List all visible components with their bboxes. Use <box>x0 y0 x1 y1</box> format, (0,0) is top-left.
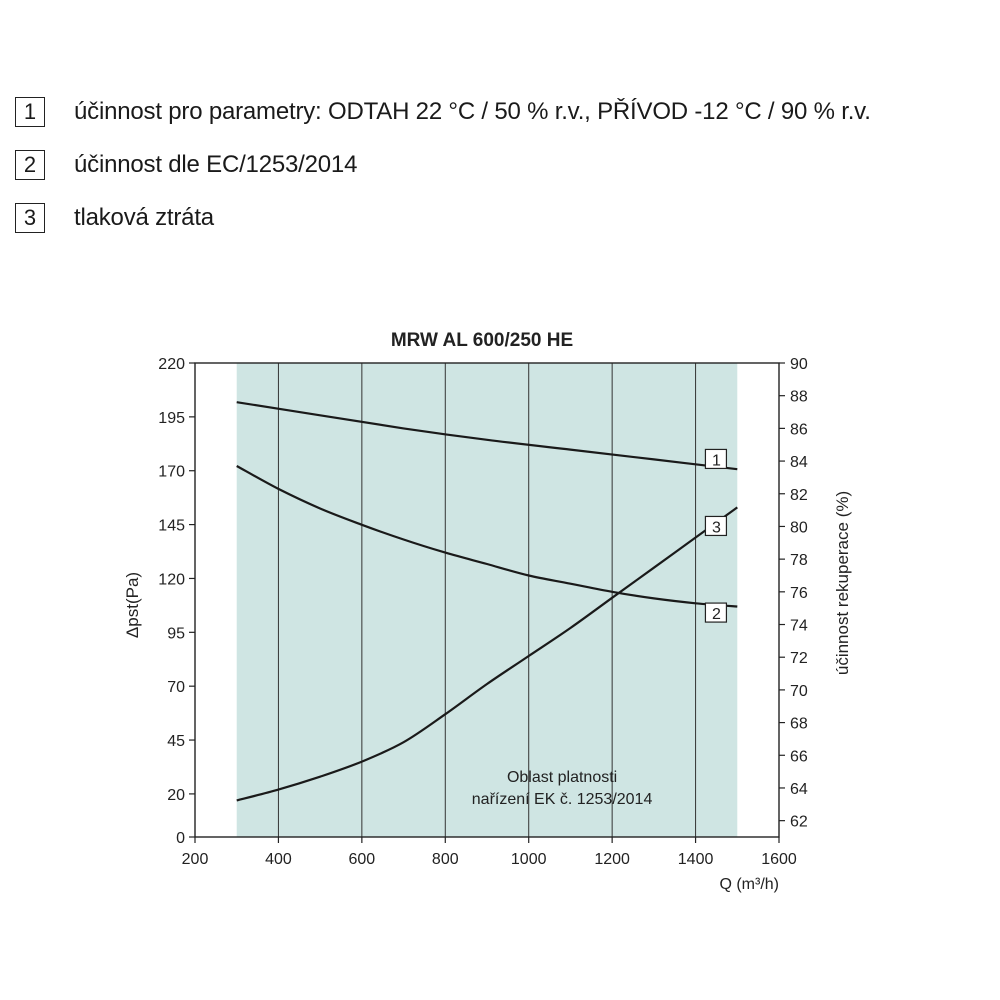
y2-tick-label: 88 <box>790 389 808 406</box>
legend-text-3: tlaková ztráta <box>74 204 214 231</box>
y-tick-label: 170 <box>158 464 185 481</box>
curve-label-3: 3 <box>712 519 721 536</box>
y2-axis-label: účinnost rekuperace (%) <box>833 491 852 675</box>
y2-tick-label: 84 <box>790 454 808 471</box>
y-tick-label: 145 <box>158 518 185 535</box>
legend-box-1: 1 <box>15 97 45 127</box>
y2-tick-label: 86 <box>790 421 808 438</box>
region-label: nařízení EK č. 1253/2014 <box>472 791 653 808</box>
y2-tick-label: 62 <box>790 814 808 831</box>
x-tick-label: 1000 <box>511 851 547 868</box>
y2-tick-label: 68 <box>790 716 808 733</box>
curve-label-1: 1 <box>712 452 721 469</box>
legend-box-3: 3 <box>15 203 45 233</box>
validity-region <box>236 363 738 837</box>
y2-tick-label: 80 <box>790 519 808 536</box>
curve-label-box-3 <box>704 515 728 537</box>
series-line-1 <box>236 401 738 471</box>
y2-tick-label: 82 <box>790 487 808 504</box>
legend-item-3: 3 tlaková ztráta <box>15 201 871 235</box>
y2-tick-label: 70 <box>790 683 808 700</box>
x-tick-label: 1400 <box>678 851 714 868</box>
x-tick-label: 1600 <box>761 851 797 868</box>
x-tick-label: 800 <box>432 851 459 868</box>
legend-item-1: 1 účinnost pro parametry: ODTAH 22 °C / … <box>15 95 871 129</box>
y-tick-label: 20 <box>167 787 185 804</box>
legend-box-2: 2 <box>15 150 45 180</box>
curve-label-box-2 <box>704 602 728 623</box>
y-tick-label: 0 <box>176 830 185 847</box>
legend-text-1: účinnost pro parametry: ODTAH 22 °C / 50… <box>74 98 871 125</box>
region-label: Oblast platnosti <box>507 769 617 786</box>
y-tick-label: 70 <box>167 679 185 696</box>
y-tick-label: 220 <box>158 356 185 373</box>
y2-tick-label: 74 <box>790 618 808 635</box>
x-axis-label: Q (m³/h) <box>719 876 779 893</box>
y2-tick-label: 78 <box>790 552 808 569</box>
curve-label-box-1 <box>704 448 728 470</box>
y-tick-label: 120 <box>158 571 185 588</box>
x-tick-label: 200 <box>182 851 209 868</box>
y-tick-label: 45 <box>167 733 185 750</box>
y2-tick-label: 72 <box>790 650 808 667</box>
series-line-2 <box>236 465 738 608</box>
x-tick-label: 1200 <box>594 851 630 868</box>
y-axis-label: Δpst(Pa) <box>123 572 142 638</box>
y2-tick-label: 90 <box>790 356 808 373</box>
legend-item-2: 2 účinnost dle EC/1253/2014 <box>15 148 871 182</box>
legend: 1 účinnost pro parametry: ODTAH 22 °C / … <box>15 95 871 254</box>
y-tick-label: 95 <box>167 625 185 642</box>
legend-text-2: účinnost dle EC/1253/2014 <box>74 151 358 178</box>
curve-label-2: 2 <box>712 606 721 623</box>
chart-title: MRW AL 600/250 HE <box>391 330 573 351</box>
plot-frame <box>194 362 780 838</box>
y2-tick-label: 66 <box>790 748 808 765</box>
y2-tick-label: 76 <box>790 585 808 602</box>
y-tick-label: 195 <box>158 410 185 427</box>
series-line-3 <box>236 506 738 802</box>
x-tick-label: 600 <box>349 851 376 868</box>
x-tick-label: 400 <box>265 851 292 868</box>
y2-tick-label: 64 <box>790 781 808 798</box>
